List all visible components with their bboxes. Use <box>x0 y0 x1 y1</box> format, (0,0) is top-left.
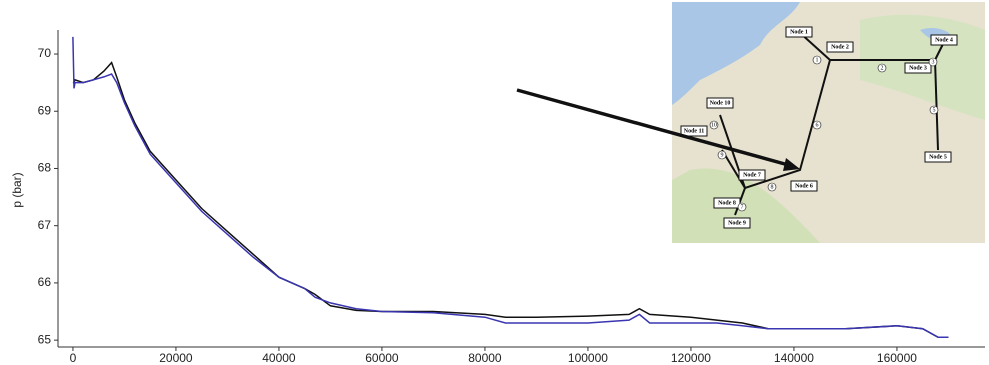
y-tick-label: 70 <box>38 46 52 60</box>
node-label: Node 9 <box>728 220 746 226</box>
pipe-label: 7 <box>741 204 744 210</box>
x-tick-label: 60000 <box>365 351 399 365</box>
y-axis-label: p (bar) <box>10 172 24 207</box>
pipe-label: 3 <box>932 59 935 65</box>
node-label: Node 10 <box>710 100 731 106</box>
y-tick-label: 67 <box>38 218 52 232</box>
pipe-label: 6 <box>816 122 819 128</box>
pipe-label: 2 <box>881 65 884 71</box>
x-tick-label: 120000 <box>671 351 711 365</box>
node-label: Node 5 <box>929 154 947 160</box>
node-label: Node 4 <box>935 37 953 43</box>
x-tick-label: 80000 <box>468 351 502 365</box>
x-tick-label: 20000 <box>159 351 193 365</box>
x-tick-label: 0 <box>70 351 77 365</box>
x-tick-label: 160000 <box>877 351 917 365</box>
pipe-label: 1 <box>816 57 819 63</box>
y-tick-label: 65 <box>38 332 52 346</box>
node-label: Node 6 <box>795 183 813 189</box>
node-label: Node 3 <box>909 65 927 71</box>
y-tick-label: 68 <box>38 161 52 175</box>
node-label: Node 8 <box>718 200 736 206</box>
pipe-label: 8 <box>771 184 774 190</box>
node-label: Node 7 <box>743 172 761 178</box>
node-label: Node 2 <box>831 44 849 50</box>
pipe-label: 9 <box>721 152 724 158</box>
y-tick-label: 66 <box>38 275 52 289</box>
pipe-label: 5 <box>933 107 936 113</box>
chart: p (bar) Node 1Node 2Node 3Node 4Node 5No… <box>0 0 989 365</box>
x-tick-label: 40000 <box>262 351 296 365</box>
pipe-label: 10 <box>711 122 717 128</box>
y-tick-label: 69 <box>38 103 52 117</box>
node-label: Node 1 <box>790 29 808 35</box>
node-label: Node 11 <box>684 128 705 134</box>
x-tick-label: 100000 <box>568 351 608 365</box>
x-tick-label: 140000 <box>774 351 814 365</box>
map-inset: Node 1 Node 2 Node 3 Node 4 Node 5 Node 6 Node… <box>672 2 985 243</box>
